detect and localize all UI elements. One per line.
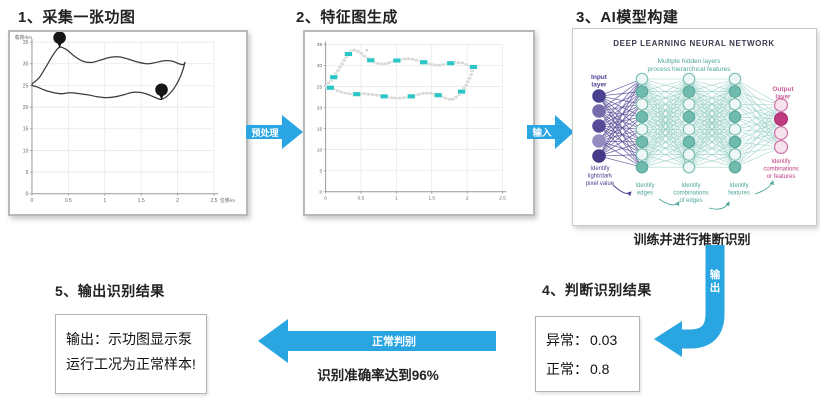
step4-title: 4、判断识别结果 [542,282,652,298]
step3-title: 3、AI模型构建 [576,9,679,26]
svg-text:10: 10 [23,148,29,154]
svg-text:light/dark: light/dark [588,174,613,180]
pin-marker-icon [155,83,168,101]
svg-text:Output: Output [772,86,794,93]
train-caption: 训练并进行推断识别 [633,232,751,247]
svg-text:2.5: 2.5 [499,196,506,202]
abnormal-result-row: 异常： 0.03 [546,330,629,350]
svg-text:5: 5 [26,170,29,176]
svg-text:25: 25 [317,84,323,90]
svg-text:35: 35 [23,40,29,46]
output-box-line2: 运行工况为正常样本! [66,356,196,372]
neural-network-diagram: DEEP LEARNING NEURAL NETWORK Multiple hid… [586,39,799,210]
abnormal-value: 0.03 [590,331,618,348]
svg-text:10: 10 [317,147,323,153]
svg-text:1.5: 1.5 [428,196,435,202]
svg-text:0.5: 0.5 [65,198,72,204]
svg-text:combinations: combinations [673,191,708,197]
svg-text:edges: edges [637,191,653,197]
svg-text:2: 2 [466,196,469,202]
svg-text:30: 30 [23,62,29,68]
svg-text:Identify: Identify [771,159,790,165]
dynamometer-chart-panel: 0 5 10 15 20 25 30 35 0 0.5 1 1.5 2 2.5 载荷/kN 位移/m [8,30,248,216]
output-box-line1: 输出：示功图显示泵 [66,331,192,347]
svg-text:Input: Input [591,74,608,81]
svg-text:35: 35 [317,42,323,48]
svg-text:1: 1 [103,198,106,204]
svg-text:or features: or features [767,174,796,180]
svg-text:combinations: combinations [763,167,798,173]
svg-text:×: × [365,48,369,54]
svg-text:1.5: 1.5 [138,198,145,204]
preprocess-arrow-icon: 预处理 [246,115,303,149]
svg-text:0: 0 [324,196,327,202]
svg-text:Identify: Identify [681,183,700,189]
accuracy-caption: 识别准确率达到96% [317,368,439,383]
svg-text:25: 25 [23,83,29,89]
recognition-result-box: 异常： 0.03 正常： 0.8 [535,316,640,392]
step5-title: 5、输出识别结果 [55,283,165,299]
svg-text:features: features [728,191,750,197]
normal-label: 正常： [546,360,588,377]
svg-text:of edges: of edges [679,198,702,204]
svg-text:process hierarchical features: process hierarchical features [647,66,731,73]
svg-text:位移/m: 位移/m [220,197,235,204]
svg-text:Multiple hidden layers: Multiple hidden layers [658,58,722,65]
output-arrow-label-char2: 出 [710,281,721,294]
output-arrow-icon: 输 出 [654,245,725,357]
normal-judge-arrow-icon: 正常判别 [258,319,496,363]
preprocess-arrow-label: 预处理 [251,127,278,138]
svg-text:Identify: Identify [729,183,748,189]
abnormal-label: 异常： [546,331,588,348]
svg-text:0: 0 [31,198,34,204]
svg-text:pixel value: pixel value [586,181,615,187]
pin-marker-icon [53,32,66,49]
output-arrow-label-char1: 输 [710,268,721,281]
normal-judge-arrow-label: 正常判别 [372,334,416,348]
input-arrow-icon: 输入 [527,115,574,149]
svg-text:layer: layer [775,94,791,101]
input-arrow-label: 输入 [532,127,552,139]
dynamometer-chart: 0 5 10 15 20 25 30 35 0 0.5 1 1.5 2 2.5 载荷/kN 位移/m [15,32,235,204]
feature-chart: 0 5 10 15 20 25 30 35 0 0.5 1 1.5 2 2.5 × [317,41,507,202]
svg-text:1: 1 [395,196,398,202]
svg-text:0.5: 0.5 [358,196,365,202]
svg-text:20: 20 [23,105,29,111]
step1-title: 1、采集一张功图 [18,9,136,26]
neural-network-panel: DEEP LEARNING NEURAL NETWORK Multiple hid… [572,28,817,226]
svg-text:layer: layer [591,82,607,89]
output-result-box: 输出：示功图显示泵 运行工况为正常样本! [55,314,207,394]
svg-text:20: 20 [317,105,323,111]
svg-text:30: 30 [317,63,323,69]
svg-text:2.5: 2.5 [210,198,217,204]
svg-text:0: 0 [26,192,29,198]
svg-text:15: 15 [317,126,323,132]
svg-text:Identify: Identify [590,166,609,172]
svg-text:Identify: Identify [635,183,654,189]
svg-text:5: 5 [319,168,322,174]
svg-text:载荷/kN: 载荷/kN [15,34,32,41]
normal-result-row: 正常： 0.8 [546,359,629,379]
step2-title: 2、特征图生成 [296,9,398,26]
feature-chart-panel: 0 5 10 15 20 25 30 35 0 0.5 1 1.5 2 2.5 × [303,30,535,216]
svg-text:15: 15 [23,127,29,133]
svg-text:DEEP LEARNING NEURAL NETWORK: DEEP LEARNING NEURAL NETWORK [613,39,774,48]
normal-value: 0.8 [590,360,610,377]
svg-text:2: 2 [176,198,179,204]
svg-text:0: 0 [319,190,322,196]
